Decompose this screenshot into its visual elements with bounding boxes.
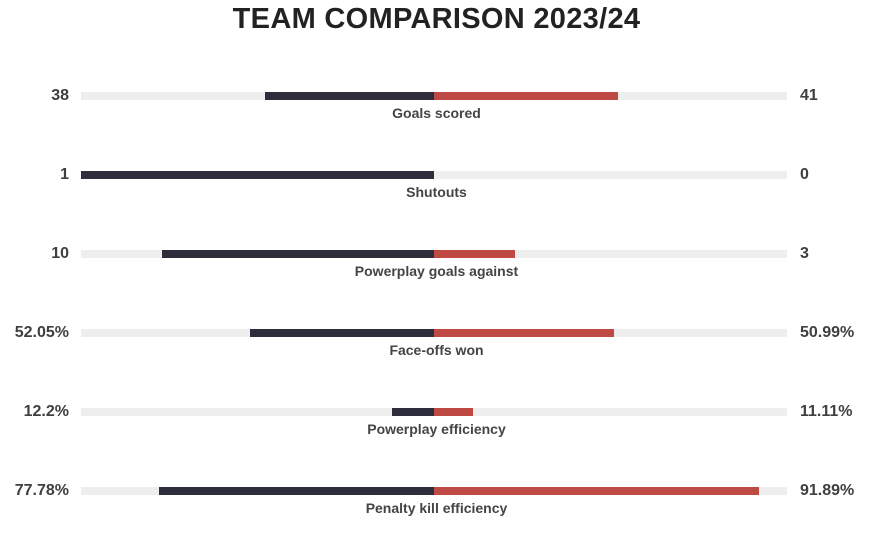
chart-title: TEAM COMPARISON 2023/24 [232,3,641,35]
right-value: 50.99% [800,324,855,341]
left-value: 12.2% [23,403,69,420]
right-value: 91.89% [800,482,855,499]
stat-label: Shutouts [406,184,467,200]
bar-track [81,408,787,416]
stat-label: Goals scored [392,105,481,121]
comparison-row: 1 0 Shutouts [0,165,873,225]
left-value: 52.05% [14,324,69,341]
stat-label: Powerplay efficiency [367,421,506,437]
bar-track [81,487,787,495]
right-team-bar [434,408,473,416]
bar-track [81,250,787,258]
left-team-bar [81,171,434,179]
left-value: 1 [60,166,69,183]
bar-track [81,329,787,337]
right-team-bar [434,250,515,258]
bar-track [81,92,787,100]
comparison-row: 52.05% 50.99% Face-offs won [0,323,873,383]
right-value: 0 [800,166,809,183]
comparison-row: 38 41 Goals scored [0,86,873,146]
right-team-bar [434,329,614,337]
left-value: 38 [51,87,69,104]
left-team-bar [392,408,434,416]
stat-label: Face-offs won [389,342,484,358]
left-team-bar [265,92,434,100]
right-value: 11.11% [800,403,853,420]
right-team-bar [434,487,759,495]
left-value: 77.78% [14,482,69,499]
left-value: 10 [51,245,69,262]
stat-label: Penalty kill efficiency [365,500,508,516]
comparison-row: 77.78% 91.89% Penalty kill efficiency [0,481,873,541]
left-team-bar [159,487,434,495]
comparison-row: 12.2% 11.11% Powerplay efficiency [0,402,873,462]
right-value: 41 [800,87,818,104]
comparison-row: 10 3 Powerplay goals against [0,244,873,304]
stat-label: Powerplay goals against [354,263,519,279]
left-team-bar [162,250,434,258]
right-value: 3 [800,245,809,262]
left-team-bar [250,329,434,337]
right-team-bar [434,92,618,100]
bar-track [81,171,787,179]
